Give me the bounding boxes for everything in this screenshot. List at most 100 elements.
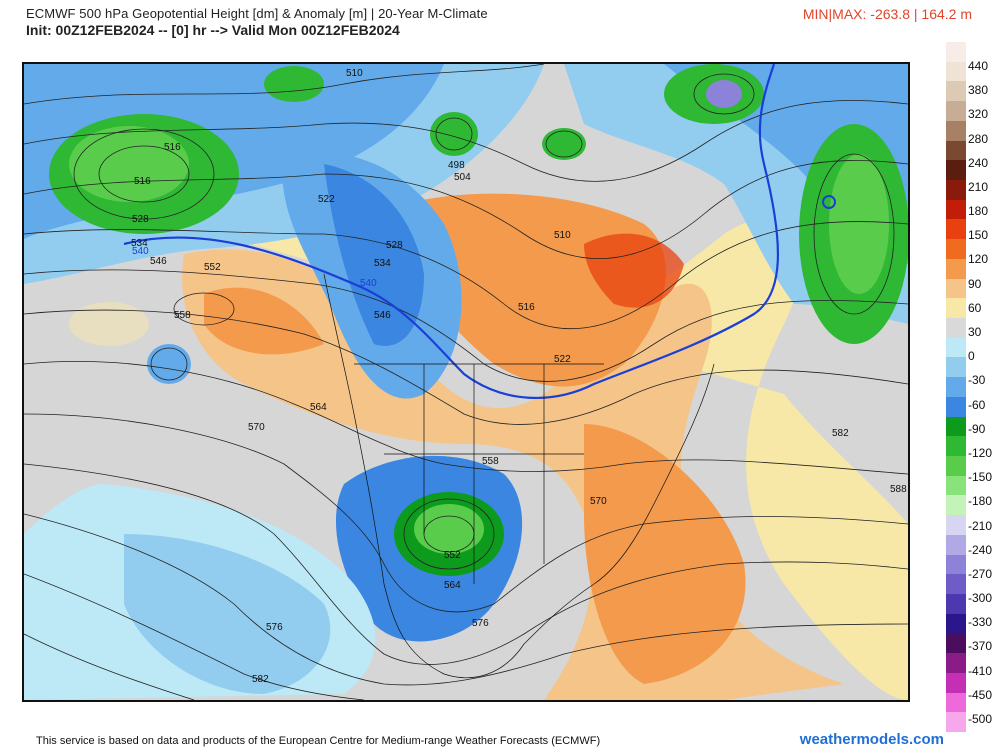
- contour-label: 546: [374, 310, 391, 321]
- contour-label: 552: [444, 550, 461, 561]
- contour-label: 534: [374, 258, 391, 269]
- min-max-readout: MIN|MAX: -263.8 | 164.2 m: [802, 6, 972, 22]
- colorbar-swatch: [946, 298, 966, 319]
- contour-label: 546: [150, 256, 167, 267]
- colorbar-swatch: [946, 101, 966, 122]
- colorbar-tick-label: -210: [968, 518, 993, 533]
- colorbar-swatch: [946, 120, 966, 142]
- colorbar-swatch: [946, 258, 966, 280]
- colorbar-swatch: [946, 456, 966, 477]
- colorbar-swatch: [946, 337, 966, 358]
- colorbar-tick-label: 90: [968, 276, 982, 291]
- colorbar-swatch: [946, 594, 966, 615]
- colorbar-swatch: [946, 81, 966, 102]
- map-init-valid-time: Init: 00Z12FEB2024 -- [0] hr --> Valid M…: [26, 22, 400, 38]
- colorbar-swatch: [946, 180, 966, 201]
- colorbar-swatch: [946, 712, 966, 733]
- colorbar-tick-label: -410: [968, 663, 993, 678]
- colorbar-swatch: [946, 672, 966, 694]
- colorbar-tick-label: -330: [968, 615, 993, 630]
- colorbar-tick-label: 280: [968, 131, 989, 146]
- contour-label: 582: [832, 428, 849, 439]
- colorbar-tick-label: -300: [968, 591, 993, 606]
- map-canvas: 510 516 516 522 528 534 540 546 552 558 …: [24, 64, 908, 700]
- colorbar-swatch: [946, 613, 966, 634]
- colorbar-tick-label: 440: [968, 59, 989, 73]
- colorbar-tick-label: 60: [968, 300, 982, 315]
- colorbar-tick-label: -500: [968, 712, 993, 726]
- colorbar-tick-label: 380: [968, 83, 989, 98]
- colorbar-swatch: [946, 61, 966, 82]
- contour-label: 516: [518, 302, 535, 313]
- colorbar-swatch: [946, 416, 966, 437]
- ecmwf-credit: This service is based on data and produc…: [36, 735, 601, 747]
- colorbar-tick-label: -90: [968, 421, 986, 436]
- contour-label: 522: [554, 354, 571, 365]
- colorbar-tick-label: -120: [968, 445, 993, 460]
- contour-label: 504: [454, 172, 471, 183]
- contour-label-540: 540: [132, 246, 149, 257]
- colorbar-swatch: [946, 318, 966, 339]
- colorbar-tick-label: -450: [968, 687, 993, 702]
- contour-label: 510: [554, 230, 571, 241]
- anomaly-map: 510 516 516 522 528 534 540 546 552 558 …: [22, 62, 910, 702]
- contour-label: 564: [310, 402, 327, 413]
- colorbar-tick-label: 0: [968, 349, 975, 364]
- contour-label: 552: [204, 262, 221, 273]
- colorbar-tick-label: -270: [968, 566, 993, 581]
- colorbar-tick-label: 240: [968, 155, 989, 170]
- colorbar-swatch: [946, 692, 966, 713]
- colorbar-swatch: [946, 515, 966, 536]
- contour-label: 576: [472, 618, 489, 629]
- colorbar-swatch: [946, 219, 966, 240]
- contour-label: 564: [444, 580, 461, 591]
- colorbar-tick-label: -370: [968, 639, 993, 654]
- colorbar-tick-label: 210: [968, 179, 989, 194]
- colorbar-tick-label: 180: [968, 204, 989, 219]
- colorbar-swatch: [946, 554, 966, 575]
- contour-label: 558: [482, 456, 499, 467]
- colorbar-swatch: [946, 495, 966, 516]
- anomaly-colorbar: [946, 42, 966, 733]
- colorbar-swatch: [946, 199, 966, 220]
- contour-label: 498: [448, 160, 465, 171]
- colorbar-swatch: [946, 160, 966, 181]
- colorbar-tick-label: 320: [968, 107, 989, 122]
- colorbar-tick-label: -30: [968, 373, 986, 388]
- site-link[interactable]: weathermodels.com: [799, 731, 944, 748]
- colorbar-swatch: [946, 633, 966, 654]
- contour-label: 516: [164, 142, 181, 153]
- contour-label: 576: [266, 622, 283, 633]
- contour-label: 570: [248, 422, 265, 433]
- contour-label: 570: [590, 496, 607, 507]
- colorbar-swatch: [946, 278, 966, 299]
- colorbar-swatch: [946, 239, 966, 260]
- contour-label: 588: [890, 484, 907, 495]
- colorbar-swatch: [946, 42, 966, 63]
- colorbar-swatch: [946, 140, 966, 161]
- colorbar-swatch: [946, 396, 966, 418]
- contour-label: 516: [134, 176, 151, 187]
- contour-label-540: 540: [360, 278, 377, 289]
- colorbar-tick-label: 150: [968, 228, 989, 243]
- colorbar-tick-label: -180: [968, 494, 993, 509]
- contour-label: 528: [132, 214, 149, 225]
- colorbar-tick-label: -150: [968, 470, 993, 485]
- contour-label: 522: [318, 194, 335, 205]
- colorbar-tick-label: -60: [968, 397, 986, 412]
- colorbar-tick-label: 30: [968, 325, 982, 340]
- colorbar-tick-label: 120: [968, 252, 989, 267]
- colorbar-tick-label: -240: [968, 542, 993, 557]
- contour-label: 558: [174, 310, 191, 321]
- colorbar-swatch: [946, 377, 966, 398]
- colorbar-swatch: [946, 653, 966, 674]
- colorbar-swatch: [946, 475, 966, 496]
- colorbar-swatch: [946, 357, 966, 378]
- contour-label: 534: [131, 238, 148, 249]
- colorbar-swatch: [946, 574, 966, 595]
- contour-label: 528: [386, 240, 403, 251]
- contour-label: 582: [252, 674, 269, 685]
- colorbar-swatch: [946, 534, 966, 556]
- contour-label: 510: [346, 68, 363, 79]
- map-title: ECMWF 500 hPa Geopotential Height [dm] &…: [26, 6, 488, 21]
